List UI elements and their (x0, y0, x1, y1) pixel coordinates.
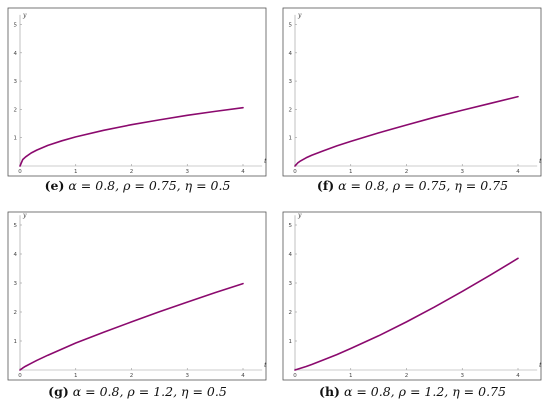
x-tick-label-h-3: 3 (461, 373, 465, 379)
y-tick-label-g-0: 1 (14, 339, 18, 345)
x-tick-label-h-2: 2 (405, 373, 409, 379)
chart-label-g: (g) (48, 384, 69, 399)
chart-label-f: (f) (316, 178, 335, 193)
x-tick-label-f-3: 3 (461, 169, 465, 175)
x-tick-label-h-4: 4 (516, 373, 520, 379)
y-tick-label-h-4: 5 (289, 223, 293, 229)
x-tick-label-g-0: 0 (18, 373, 22, 379)
y-axis-label-g: y (22, 212, 27, 219)
y-tick-label-f-0: 1 (289, 136, 293, 142)
y-tick-label-g-2: 3 (14, 281, 18, 287)
chart-caption-h: (h) α = 0.8, ρ = 1.2, η = 0.75 (275, 384, 550, 399)
x-axis-label-e: t (264, 158, 267, 165)
plot-frame-h (282, 211, 542, 381)
chart-params-e: α = 0.8, ρ = 0.75, η = 0.5 (68, 178, 231, 193)
series-line-h-0 (294, 257, 519, 371)
x-tick-label-f-2: 2 (405, 169, 409, 175)
x-axis-label-h: t (539, 362, 542, 369)
chart-caption-e: (e) α = 0.8, ρ = 0.75, η = 0.5 (0, 178, 275, 193)
chart-panel-h: 0 1 2 3 4 1 2 3 4 5 t y (h) α = 0.8, ρ = 1.2, η = 0… (275, 204, 550, 408)
plot-frame-e (7, 7, 267, 177)
chart-h: 0 1 2 3 4 1 2 3 4 5 t y (282, 211, 542, 381)
x-tick-label-e-4: 4 (241, 169, 245, 175)
y-tick-label-e-4: 5 (14, 23, 18, 29)
y-tick-label-h-0: 1 (289, 339, 293, 345)
x-tick-label-g-1: 1 (74, 373, 78, 379)
x-tick-label-e-1: 1 (74, 169, 78, 175)
y-tick-label-h-2: 3 (289, 281, 293, 287)
y-tick-label-h-3: 4 (289, 252, 293, 258)
y-axis-label-e: y (22, 12, 27, 19)
y-tick-label-g-1: 2 (14, 310, 18, 316)
x-tick-label-f-0: 0 (293, 169, 297, 175)
chart-label-e: (e) (44, 178, 65, 193)
chart-caption-f: (f) α = 0.8, ρ = 0.75, η = 0.75 (275, 178, 550, 193)
x-tick-label-f-4: 4 (516, 169, 520, 175)
chart-panel-g: 0 1 2 3 4 1 2 3 4 5 t y (g) α = 0.8, ρ = 1.2, η = 0… (0, 204, 275, 408)
y-tick-label-e-3: 4 (14, 51, 18, 57)
x-axis-label-g: t (264, 362, 267, 369)
x-tick-label-g-3: 3 (186, 373, 190, 379)
y-axis-label-h: y (297, 212, 302, 219)
x-axis-label-f: t (539, 158, 542, 165)
y-tick-label-g-4: 5 (14, 223, 18, 229)
chart-e: 0 1 2 3 4 1 2 3 4 5 t y (7, 7, 267, 177)
x-tick-label-g-2: 2 (130, 373, 134, 379)
chart-panel-e: 0 1 2 3 4 1 2 3 4 5 t y (e) α = 0.8, ρ = 0.75, η = … (0, 0, 275, 204)
y-tick-label-g-3: 4 (14, 252, 18, 258)
y-tick-label-f-2: 3 (289, 79, 293, 85)
chart-f: 0 1 2 3 4 1 2 3 4 5 t y (282, 7, 542, 177)
y-tick-label-f-3: 4 (289, 51, 293, 57)
chart-params-h: α = 0.8, ρ = 1.2, η = 0.75 (343, 384, 506, 399)
plot-frame-f (282, 7, 542, 177)
chart-g: 0 1 2 3 4 1 2 3 4 5 t y (7, 211, 267, 381)
series-line-e-0 (19, 106, 244, 167)
chart-panel-f: 0 1 2 3 4 1 2 3 4 5 t y (f) α = 0.8, ρ = 0.75, η = … (275, 0, 550, 204)
chart-caption-g: (g) α = 0.8, ρ = 1.2, η = 0.5 (0, 384, 275, 399)
x-tick-label-f-1: 1 (349, 169, 353, 175)
y-tick-label-e-0: 1 (14, 136, 18, 142)
series-line-g-0 (19, 282, 244, 371)
chart-label-h: (h) (319, 384, 340, 399)
y-tick-label-e-2: 3 (14, 79, 18, 85)
y-tick-label-e-1: 2 (14, 107, 18, 113)
series-line-f-0 (294, 95, 519, 167)
x-tick-label-e-3: 3 (186, 169, 190, 175)
x-tick-label-g-4: 4 (241, 373, 245, 379)
y-tick-label-f-1: 2 (289, 107, 293, 113)
y-tick-label-f-4: 5 (289, 23, 293, 29)
x-tick-label-h-1: 1 (349, 373, 353, 379)
y-axis-label-f: y (297, 12, 302, 19)
y-tick-label-h-1: 2 (289, 310, 293, 316)
x-tick-label-e-0: 0 (18, 169, 22, 175)
x-tick-label-e-2: 2 (130, 169, 134, 175)
plot-frame-g (7, 211, 267, 381)
chart-params-g: α = 0.8, ρ = 1.2, η = 0.5 (72, 384, 227, 399)
chart-params-f: α = 0.8, ρ = 0.75, η = 0.75 (338, 178, 509, 193)
x-tick-label-h-0: 0 (293, 373, 297, 379)
